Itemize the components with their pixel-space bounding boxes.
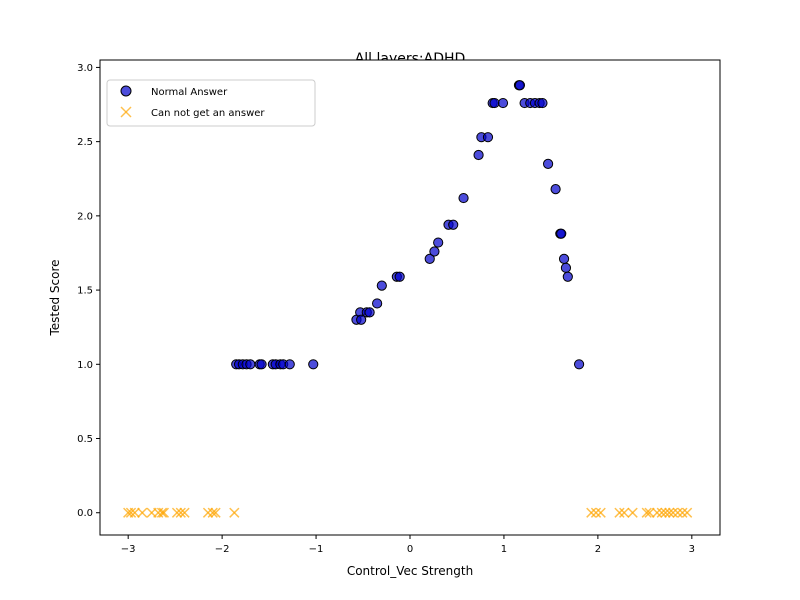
no-answer-point [179,507,190,518]
no-answer-point [590,507,602,518]
normal-answer-point [560,262,572,273]
normal-answer-point [284,359,295,370]
y-tick-label: 2.0 [77,211,93,222]
normal-answer-point [482,132,494,143]
normal-answer-point [424,253,435,265]
no-answer-point [202,507,214,518]
normal-answer-point [562,271,573,282]
normal-answer-point [394,271,405,282]
no-answer-point [137,507,148,518]
plot-area [99,59,721,536]
normal-answer-point [550,184,561,195]
no-answer-point [129,507,140,518]
y-axis-label: Tested Score [48,259,62,336]
legend-label-normal-answer: Normal Answer [151,87,228,98]
legend-box [106,79,316,127]
normal-answer-point [376,280,387,291]
no-answer-point [656,507,667,518]
y-axis: 0.0 0.5 1.0 1.5 2.0 2.5 3.0 [77,63,100,519]
no-answer-point [156,507,168,518]
x-tick-label: 2 [595,544,601,555]
normal-answer-point [245,359,256,370]
y-tick-label: 0.5 [77,434,93,445]
no-answer-point [125,507,137,518]
normal-answer-point [573,359,585,370]
no-answer-point [651,507,663,518]
x-axis: −3 −2 −1 0 1 2 3 [121,535,695,555]
x-tick-label: 3 [689,544,695,555]
no-answer-point [171,507,183,518]
no-answer-point [681,507,693,518]
normal-answer-point [537,97,548,109]
x-tick-label: 1 [501,544,507,555]
normal-answer-point [542,158,554,170]
normal-answer-point [448,219,459,230]
normal-answer-point [473,149,484,161]
no-answer-point [586,507,597,518]
normal-answer-point [308,359,319,370]
normal-answer-point [429,246,440,257]
normal-answer-point [372,298,383,309]
x-axis-label: Control_Vec Strength [347,564,473,578]
no-answer-point [660,507,671,518]
y-tick-label: 1.0 [77,360,93,371]
no-answer-point [619,507,630,518]
legend-label-no-answer: Can not get an answer [151,108,265,119]
x-tick-label: 0 [407,544,413,555]
normal-answer-point [497,97,509,109]
no-answer-point [229,507,240,518]
legend: Normal Answer Can not get an answer [106,79,316,127]
no-answer-point [175,507,186,518]
normal-answer-point [489,97,500,109]
normal-answer-point [458,192,469,204]
normal-answer-point [514,80,526,91]
legend-marker-normal-answer [120,85,132,97]
no-answer-point [677,507,688,518]
y-tick-label: 3.0 [77,63,93,74]
no-answer-point [644,507,655,518]
no-answer-point [158,507,170,518]
x-tick-label: −3 [121,544,136,555]
no-answer-point [595,507,606,518]
x-tick-label: −2 [215,544,230,555]
no-answer-point [627,507,638,518]
no-answer-point [672,507,683,518]
y-tick-label: 0.0 [77,508,93,519]
normal-answer-point [364,307,375,318]
normal-answer-point [433,237,444,248]
no-answer-point [667,507,679,518]
no-answer-point [207,507,218,518]
legend-marker-no-answer [120,106,132,118]
normal-answer-point [558,253,570,265]
normal-answer-point [256,359,267,370]
no-answer-point [641,507,652,518]
no-answer-point [210,507,221,518]
no-answer-point [664,507,675,518]
y-tick-label: 1.5 [77,286,93,297]
normal-answer-point [556,228,567,239]
normal-answer-point [356,314,367,325]
y-tick-label: 2.5 [77,137,93,148]
x-tick-label: −1 [309,544,324,555]
data-points [123,80,693,518]
no-answer-point [614,507,625,518]
